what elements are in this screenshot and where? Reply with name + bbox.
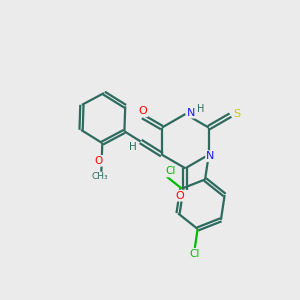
Text: N: N — [206, 151, 214, 161]
Text: CH₃: CH₃ — [92, 172, 108, 182]
Text: H: H — [197, 104, 204, 114]
Text: Cl: Cl — [165, 167, 176, 176]
Text: S: S — [233, 109, 241, 118]
Text: H: H — [128, 142, 136, 152]
Text: O: O — [176, 190, 184, 201]
Text: O: O — [94, 156, 102, 166]
Text: N: N — [186, 108, 195, 118]
Text: O: O — [138, 106, 147, 116]
Text: Cl: Cl — [190, 249, 200, 260]
